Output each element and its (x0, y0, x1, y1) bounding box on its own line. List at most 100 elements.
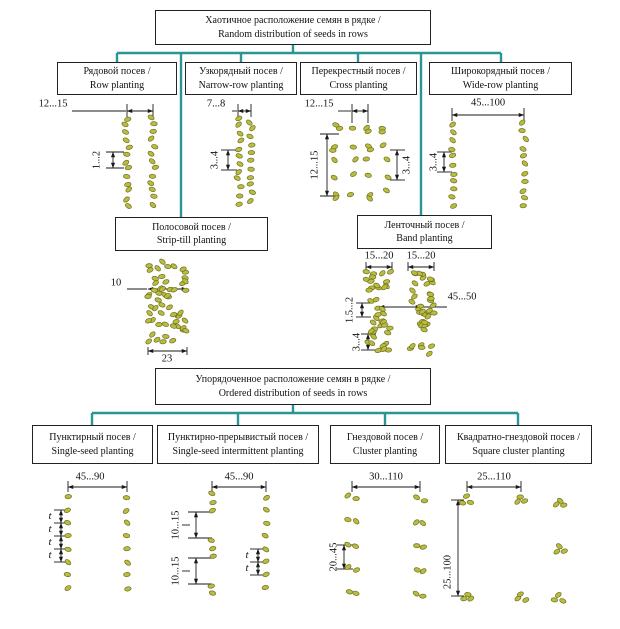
seed-icon (521, 171, 529, 177)
seed-icon (63, 507, 71, 514)
seed-icon (412, 590, 420, 597)
seed-icon (411, 280, 419, 287)
box-label-ru: Широкорядный посев / (451, 66, 550, 77)
seed-icon (237, 137, 245, 144)
seed-icon (332, 195, 340, 201)
seed-icon (248, 189, 256, 195)
box-band-planting: Ленточный посев / Band planting (357, 215, 492, 249)
seed-field-single-seed-col2 (122, 495, 132, 592)
seed-icon (237, 184, 245, 190)
seed-icon (450, 186, 458, 192)
seed-icon (522, 135, 529, 143)
dim-label: 10 (110, 277, 122, 289)
seed-icon (409, 287, 416, 294)
dim-label: t (245, 562, 249, 574)
seed-icon (152, 305, 159, 312)
seed-icon (144, 318, 153, 324)
seed-icon (352, 543, 359, 549)
seed-icon (413, 494, 420, 501)
dim-label: t (48, 549, 52, 561)
seed-icon (521, 498, 529, 504)
box-label-ru: Квадратно-гнездовой посев / (457, 432, 580, 443)
seed-icon (460, 596, 468, 602)
seed-icon (519, 153, 528, 159)
seed-icon (150, 287, 158, 293)
seed-icon (207, 583, 215, 589)
seed-icon (153, 336, 161, 343)
seed-icon (418, 345, 426, 350)
seed-icon (170, 263, 178, 270)
box-label-en: Single-seed intermittent planting (172, 445, 304, 457)
seed-icon (420, 498, 429, 504)
seed-icon (149, 331, 156, 338)
seed-icon (124, 116, 132, 122)
seed-icon (419, 593, 427, 599)
seed-icon (462, 493, 471, 499)
seed-icon (123, 546, 131, 552)
seed-icon (64, 546, 72, 552)
seed-field-wide-row-seeds-col2 (518, 119, 529, 209)
seed-icon (246, 175, 255, 181)
seed-icon (332, 122, 340, 128)
seed-icon (262, 571, 270, 578)
seed-icon (151, 144, 159, 150)
seed-icon (177, 309, 184, 316)
seed-icon (64, 559, 72, 566)
seed-icon (146, 310, 153, 317)
seed-icon (522, 597, 530, 603)
seed-icon (344, 492, 352, 499)
seed-icon (123, 519, 131, 526)
seed-icon (209, 500, 217, 506)
seed-icon (349, 144, 357, 150)
seed-icon (364, 172, 372, 178)
seed-icon (208, 590, 217, 596)
seed-fields (63, 114, 568, 604)
seed-icon (64, 520, 72, 526)
box-cross-planting: Перекрестный посев / Cross planting (300, 62, 417, 95)
seed-icon (123, 572, 131, 577)
seed-icon (124, 559, 131, 566)
seed-field-intermittent-col-continuous (261, 494, 271, 591)
box-label-ru: Гнездовой посев / (346, 432, 424, 443)
seed-icon (344, 517, 352, 523)
dim-label: 7...8 (206, 98, 226, 110)
seed-icon (387, 269, 394, 275)
seed-icon (379, 142, 387, 149)
dim-label: 3...4 (428, 152, 440, 172)
seed-icon (380, 345, 387, 353)
seed-icon (235, 153, 243, 159)
seed-icon (145, 338, 152, 345)
seed-icon (449, 137, 456, 144)
seed-icon (123, 196, 130, 203)
box-cluster-planting: Гнездовой посев / Cluster planting (330, 425, 440, 464)
seed-icon (122, 129, 129, 135)
seed-icon (125, 203, 132, 209)
seed-icon (449, 162, 457, 168)
seed-icon (424, 313, 432, 320)
seed-icon (262, 558, 270, 565)
dim-label: t (48, 510, 52, 522)
seed-icon (353, 518, 360, 525)
seed-icon (169, 338, 177, 344)
seed-icon (235, 146, 243, 153)
seed-icon (365, 287, 373, 293)
seed-icon (162, 279, 170, 285)
box-label-en: Band planting (396, 233, 453, 244)
seed-icon (352, 156, 359, 163)
seed-icon (235, 168, 242, 176)
seed-icon (182, 278, 189, 285)
seed-icon (448, 194, 456, 200)
box-label-ru: Узкорядный посев / (199, 66, 283, 77)
dim-label: 23 (161, 353, 173, 365)
seed-icon (450, 171, 458, 177)
seed-icon (148, 173, 157, 179)
seed-icon (519, 188, 527, 194)
seed-icon (426, 291, 435, 297)
seed-icon (208, 507, 216, 514)
dim-label: t (48, 523, 52, 535)
seed-icon (559, 598, 567, 604)
box-label-en: Cross planting (329, 79, 388, 91)
box-single-seed-intermittent-planting: Пунктирно-прерывистый посев / Single-seed… (157, 425, 319, 464)
seed-icon (518, 128, 526, 134)
